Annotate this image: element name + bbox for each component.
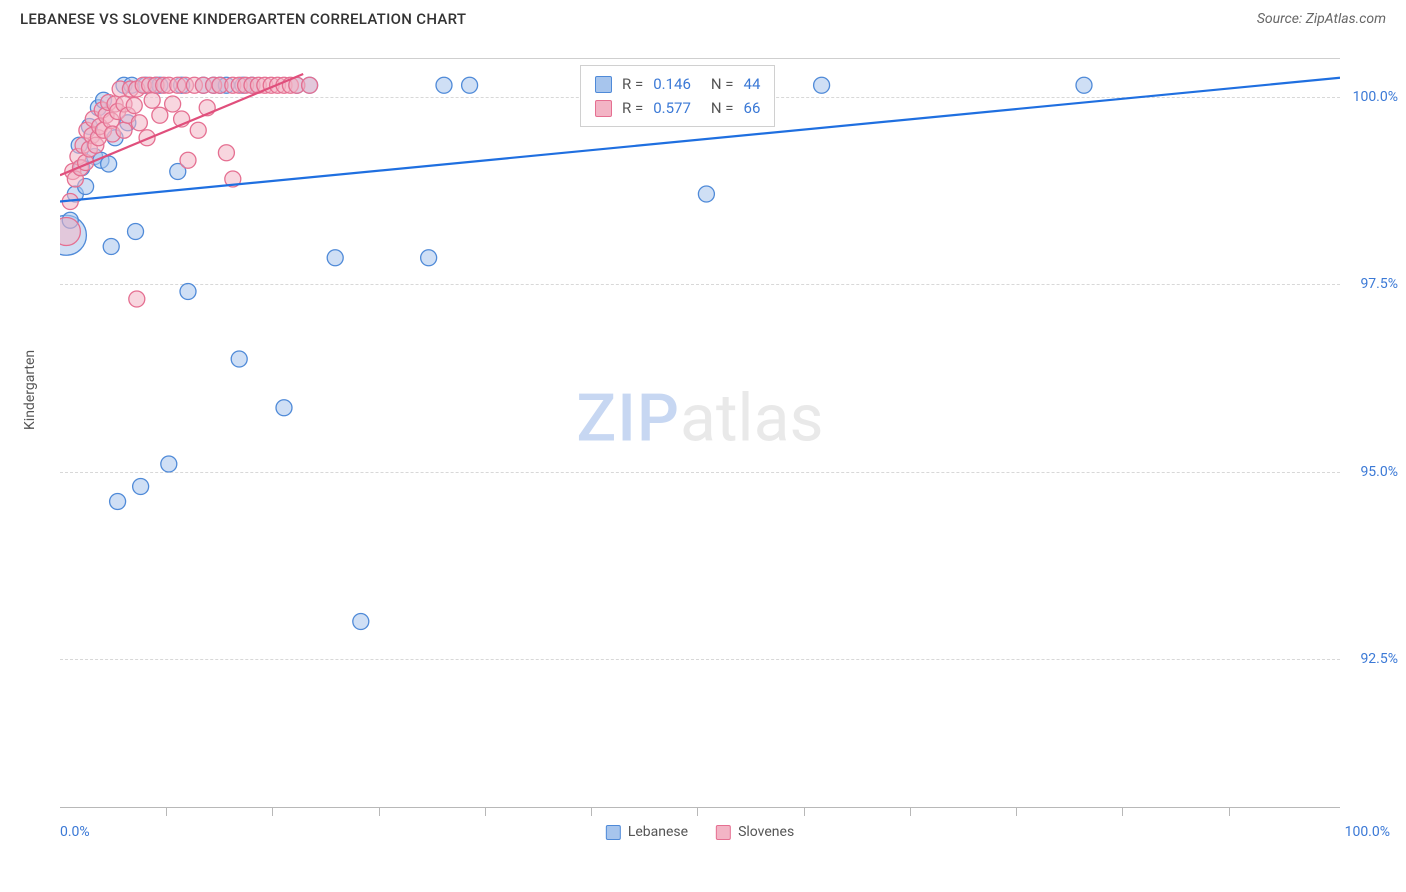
stats-row: R = 0.146 N = 44	[595, 72, 760, 96]
data-point	[302, 77, 318, 93]
data-point	[129, 291, 145, 307]
data-point	[165, 96, 181, 112]
data-point	[103, 239, 119, 255]
stats-r-label: R =	[622, 96, 643, 120]
stats-legend-box: R = 0.146 N = 44 R = 0.577 N = 66	[580, 65, 775, 127]
x-tick	[272, 808, 273, 816]
stats-r-label: R =	[622, 72, 643, 96]
data-point	[152, 107, 168, 123]
data-point	[462, 77, 478, 93]
legend-swatch	[716, 825, 731, 840]
data-point	[190, 122, 206, 138]
legend-item: Slovenes	[716, 824, 794, 840]
data-point	[218, 145, 234, 161]
x-tick	[1229, 808, 1230, 816]
data-point	[698, 186, 714, 202]
data-point	[421, 250, 437, 266]
data-point	[128, 224, 144, 240]
y-tick-label: 100.0%	[1346, 89, 1398, 105]
y-tick-label: 97.5%	[1346, 276, 1398, 292]
data-point	[231, 351, 247, 367]
legend-item: Lebanese	[606, 824, 688, 840]
data-point	[110, 494, 126, 510]
data-point	[180, 284, 196, 300]
legend-swatch	[606, 825, 621, 840]
stats-r-value: 0.146	[653, 72, 691, 96]
legend-bottom: Lebanese Slovenes	[606, 824, 794, 840]
data-point	[353, 614, 369, 630]
data-point	[436, 77, 452, 93]
data-point	[276, 400, 292, 416]
x-axis-line	[60, 807, 1340, 808]
legend-label: Slovenes	[738, 824, 794, 840]
stats-row: R = 0.577 N = 66	[595, 96, 760, 120]
stats-n-label: N =	[711, 72, 734, 96]
data-point	[131, 115, 147, 131]
x-tick	[910, 808, 911, 816]
data-point	[814, 77, 830, 93]
header-bar: LEBANESE VS SLOVENE KINDERGARTEN CORRELA…	[0, 0, 1406, 36]
stats-n-value: 66	[744, 96, 761, 120]
legend-label: Lebanese	[628, 824, 688, 840]
stats-r-value: 0.577	[653, 96, 691, 120]
x-tick	[804, 808, 805, 816]
y-tick-label: 92.5%	[1346, 651, 1398, 667]
data-point	[180, 152, 196, 168]
source-attribution: Source: ZipAtlas.com	[1257, 11, 1386, 27]
data-point	[1076, 77, 1092, 93]
x-tick	[591, 808, 592, 816]
data-point	[133, 479, 149, 495]
chart-plot-area: 100.0%97.5%95.0%92.5% ZIPatlas R =0.146N…	[60, 58, 1340, 808]
data-point	[161, 456, 177, 472]
x-tick	[697, 808, 698, 816]
stats-swatch	[595, 100, 612, 117]
stats-n-label: N =	[711, 96, 734, 120]
stats-swatch	[595, 76, 612, 93]
scatter-plot-svg	[60, 59, 1340, 809]
x-min-label: 0.0%	[60, 824, 90, 840]
x-tick	[485, 808, 486, 816]
x-tick	[166, 808, 167, 816]
x-tick	[1016, 808, 1017, 816]
x-max-label: 100.0%	[1345, 824, 1390, 840]
data-point	[126, 98, 142, 114]
data-point	[327, 250, 343, 266]
chart-title: LEBANESE VS SLOVENE KINDERGARTEN CORRELA…	[20, 10, 466, 28]
stats-n-value: 44	[744, 72, 761, 96]
data-point	[144, 92, 160, 108]
y-tick-label: 95.0%	[1346, 464, 1398, 480]
x-tick	[379, 808, 380, 816]
y-axis-label: Kindergarten	[22, 350, 38, 430]
data-point	[116, 122, 132, 138]
x-tick	[1122, 808, 1123, 816]
